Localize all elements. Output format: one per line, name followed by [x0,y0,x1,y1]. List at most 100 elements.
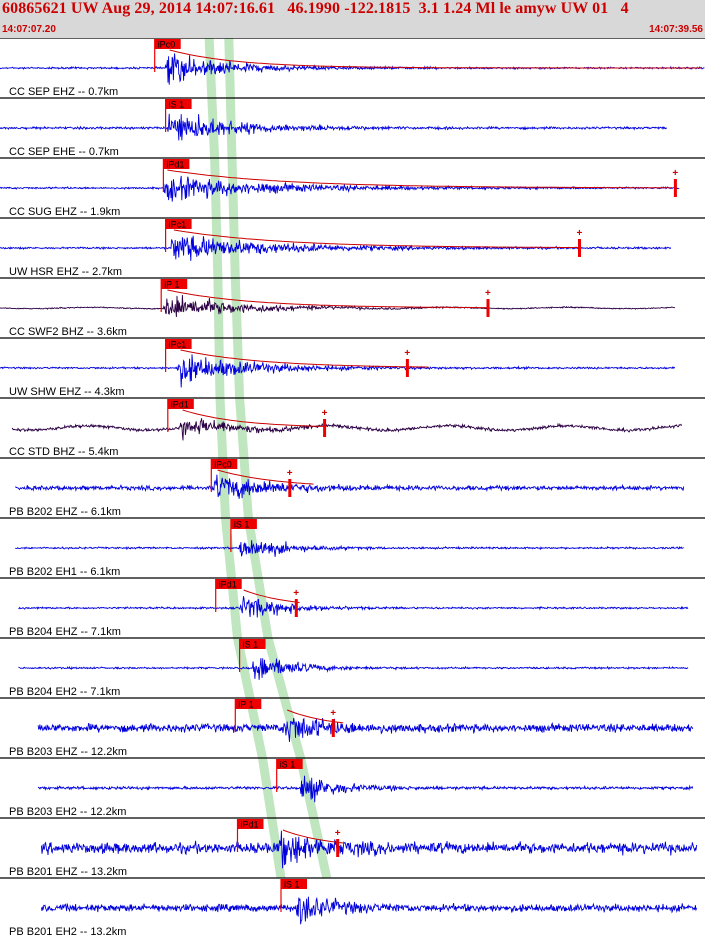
trace-label: UW SHW EHZ -- 4.3km [9,386,125,398]
trace-label: PB B202 EH1 -- 6.1km [9,566,120,578]
trace-label: PB B203 EHZ -- 12.2km [9,746,127,758]
coda-mark-symbol: + [322,408,328,419]
coda-fit-curve [182,409,327,427]
end-time-label: 14:07:39.56 [649,24,703,35]
trace-row: + iPd1 PB B201 EHZ -- 13.2km [0,817,705,878]
coda-mark [673,179,677,197]
pick-flag [237,819,264,829]
trace-row: iS 1 PB B204 EH2 -- 7.1km [0,637,705,698]
pick-flag [165,99,192,109]
coda-mark-symbol: + [577,228,583,239]
coda-fit-curve [173,229,582,249]
trace-row: iS 1 PB B203 EH2 -- 12.2km [0,757,705,818]
waveform [40,896,698,925]
pick-label: iPc0 [158,40,176,50]
coda-fit-curve [180,349,429,368]
waveform [15,540,684,557]
pick-flag [167,399,194,409]
trace-label: PB B204 EH2 -- 7.1km [9,686,120,698]
waveform [0,294,676,318]
coda-fit-curve [282,829,343,844]
waveform [11,418,683,441]
trace-row: iPc0 CC SEP EHZ -- 0.7km [0,38,705,98]
pick-label: iPd1 [219,580,237,590]
trace-row: + iPc1 UW SHW EHZ -- 4.3km [0,337,705,398]
waveform [0,354,676,388]
pick-flag [215,579,242,589]
trace-label: PB B202 EHZ -- 6.1km [9,506,121,518]
pick-flag [276,759,303,769]
trace-row: iS 1 PB B202 EH1 -- 6.1km [0,517,705,578]
coda-fit-curve [243,589,300,603]
waveform [0,175,680,202]
coda-fit-curve [167,169,672,189]
coda-fit-curve [169,49,702,69]
event-title: 60865621 UW Aug 29, 2014 14:07:16.61 46.… [2,0,629,17]
trace-row: iS 1 PB B201 EH2 -- 13.2km [0,877,705,938]
waveform [37,775,694,803]
trace-label: PB B201 EHZ -- 13.2km [9,866,127,878]
pick-flag [154,39,181,49]
waveform [15,474,685,499]
trace-label: CC SUG EHZ -- 1.9km [9,206,120,218]
seismogram-plot: iPc0 CC SEP EHZ -- 0.7km iS 1 CC SEP EHE --… [0,38,705,938]
pick-label: iPc1 [169,220,187,230]
pick-label: iP 1 [164,280,179,290]
trace-row: + iP 1 CC SWF2 BHZ -- 3.6km [0,277,705,338]
coda-mark-symbol: + [485,288,491,299]
start-time-label: 14:07:07.20 [2,24,56,35]
trace-row: + iP 1 PB B203 EHZ -- 12.2km [0,697,705,758]
pick-label: iPd1 [171,400,189,410]
waveform [37,717,694,742]
trace-label: CC SEP EHE -- 0.7km [9,146,119,158]
pick-flag [230,519,257,529]
coda-mark-symbol: + [293,588,299,599]
coda-mark-symbol: + [335,828,341,839]
pick-flag [281,879,307,889]
coda-mark-symbol: + [330,708,336,719]
trace-label: CC STD BHZ -- 5.4km [9,446,118,458]
coda-mark [336,839,340,857]
waveform [0,113,667,141]
coda-mark-symbol: + [404,348,410,359]
waveform [18,658,689,680]
waveform [18,596,689,618]
title-bar: 60865621 UW Aug 29, 2014 14:07:16.61 46.… [0,0,705,38]
pick-label: iS 1 [243,640,259,650]
pick-flag [163,159,190,169]
pick-flag [165,219,192,229]
trace-label: PB B203 EH2 -- 12.2km [9,806,126,818]
trace-row: + iPd1 CC SUG EHZ -- 1.9km [0,157,705,218]
pick-flag [161,279,188,289]
trace-row: iS 1 CC SEP EHE -- 0.7km [0,97,705,158]
pick-label: iS 1 [280,760,296,770]
coda-fit-curve [217,469,314,485]
coda-mark [578,239,581,257]
pick-flag [235,699,262,709]
coda-fit-curve [167,289,488,309]
coda-mark-symbol: + [287,468,293,479]
trace-label: CC SEP EHZ -- 0.7km [9,86,118,98]
trace-row: + iPd1 PB B204 EHZ -- 7.1km [0,577,705,638]
coda-mark [288,479,292,497]
pick-label: iPc1 [169,340,187,350]
coda-mark [294,599,298,617]
trace-row: + iPd1 CC STD BHZ -- 5.4km [0,397,705,458]
pick-label: iP 1 [238,700,253,710]
trace-label: UW HSR EHZ -- 2.7km [9,266,122,278]
trace-label: PB B204 EHZ -- 7.1km [9,626,121,638]
pick-flag [211,459,238,469]
traces: iPc0 CC SEP EHZ -- 0.7km iS 1 CC SEP EHE --… [0,38,705,938]
coda-mark [405,359,409,377]
waveform [0,235,672,261]
pick-label: iS 1 [234,520,250,530]
pick-label: iS 1 [284,880,300,890]
coda-mark-symbol: + [672,168,678,179]
trace-row: + iPc0 PB B202 EHZ -- 6.1km [0,457,705,518]
trace-row: + iPc1 UW HSR EHZ -- 2.7km [0,217,705,278]
coda-mark [323,419,327,437]
pick-flag [239,639,266,649]
pick-flag [165,339,192,349]
pick-label: iPc0 [214,460,232,470]
pick-label: iPd1 [166,160,184,170]
